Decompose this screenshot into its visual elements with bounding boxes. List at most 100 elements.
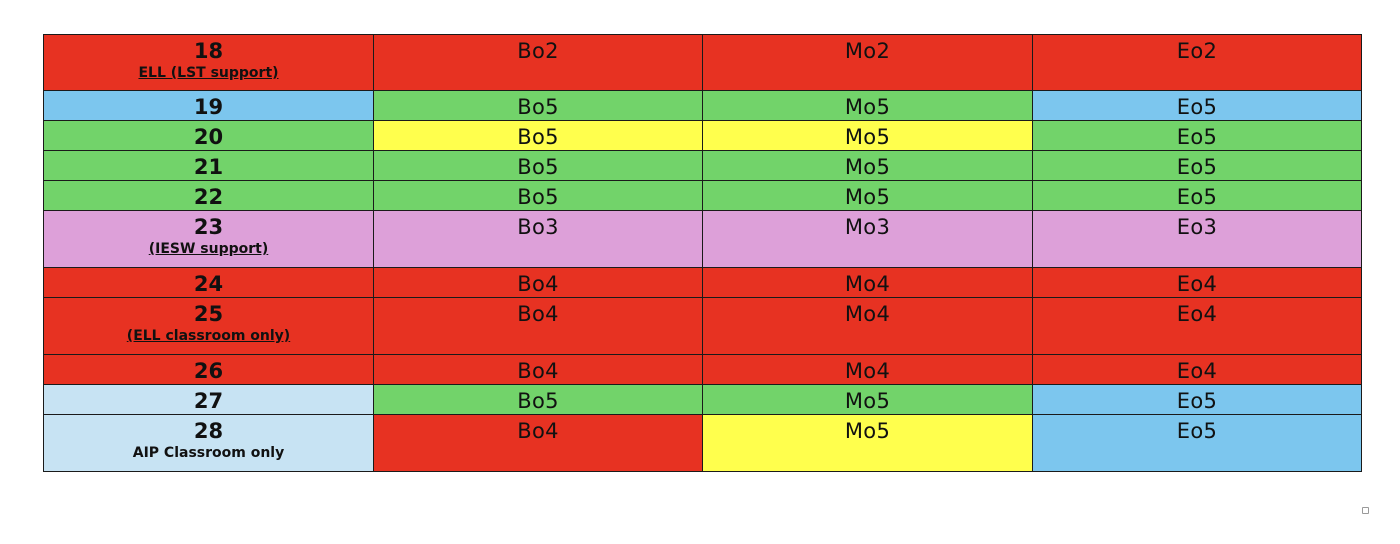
table-row: 22 Bo5 Mo5 Eo5 bbox=[43, 180, 1362, 211]
row-number: 25 bbox=[193, 302, 224, 326]
row-number: 20 bbox=[193, 125, 224, 149]
b-cell: Bo5 bbox=[373, 120, 703, 151]
m-value: Mo5 bbox=[844, 125, 891, 149]
row-label-cell: 28 AIP Classroom only bbox=[43, 414, 374, 472]
b-value: Bo4 bbox=[517, 302, 559, 326]
b-cell: Bo5 bbox=[373, 150, 703, 181]
e-cell: Eo5 bbox=[1032, 150, 1362, 181]
row-number: 24 bbox=[193, 272, 224, 296]
b-value: Bo4 bbox=[517, 419, 559, 443]
row-label-cell: 25 (ELL classroom only) bbox=[43, 297, 374, 355]
b-cell: Bo4 bbox=[373, 414, 703, 472]
table-row: 20 Bo5 Mo5 Eo5 bbox=[43, 120, 1362, 151]
b-cell: Bo4 bbox=[373, 354, 703, 385]
m-cell: Mo4 bbox=[702, 354, 1033, 385]
e-cell: Eo5 bbox=[1032, 180, 1362, 211]
row-number: 28 bbox=[193, 419, 224, 443]
m-cell: Mo5 bbox=[702, 384, 1033, 415]
e-cell: Eo5 bbox=[1032, 414, 1362, 472]
m-cell: Mo5 bbox=[702, 120, 1033, 151]
e-value: Eo3 bbox=[1176, 215, 1218, 239]
table-row: 24 Bo4 Mo4 Eo4 bbox=[43, 267, 1362, 298]
m-value: Mo5 bbox=[844, 419, 891, 443]
e-cell: Eo4 bbox=[1032, 267, 1362, 298]
e-value: Eo5 bbox=[1176, 155, 1218, 179]
m-cell: Mo5 bbox=[702, 90, 1033, 121]
m-cell: Mo4 bbox=[702, 267, 1033, 298]
m-value: Mo5 bbox=[844, 389, 891, 413]
table-row: 19 Bo5 Mo5 Eo5 bbox=[43, 90, 1362, 121]
e-value: Eo4 bbox=[1176, 359, 1218, 383]
e-cell: Eo2 bbox=[1032, 34, 1362, 91]
row-note: (ELL classroom only) bbox=[126, 328, 291, 344]
row-label-cell: 19 bbox=[43, 90, 374, 121]
m-value: Mo5 bbox=[844, 95, 891, 119]
e-value: Eo4 bbox=[1176, 272, 1218, 296]
e-value: Eo5 bbox=[1176, 125, 1218, 149]
b-cell: Bo5 bbox=[373, 90, 703, 121]
m-cell: Mo3 bbox=[702, 210, 1033, 268]
e-value: Eo5 bbox=[1176, 185, 1218, 209]
m-value: Mo5 bbox=[844, 155, 891, 179]
row-label-cell: 23 (IESW support) bbox=[43, 210, 374, 268]
table-row: 27 Bo5 Mo5 Eo5 bbox=[43, 384, 1362, 415]
table-row: 26 Bo4 Mo4 Eo4 bbox=[43, 354, 1362, 385]
row-number: 23 bbox=[193, 215, 224, 239]
row-number: 27 bbox=[193, 389, 224, 413]
m-value: Mo4 bbox=[844, 302, 891, 326]
table-resize-handle[interactable] bbox=[1362, 507, 1369, 514]
b-value: Bo5 bbox=[517, 185, 559, 209]
e-value: Eo5 bbox=[1176, 419, 1218, 443]
m-value: Mo3 bbox=[844, 215, 891, 239]
b-value: Bo4 bbox=[517, 359, 559, 383]
e-cell: Eo4 bbox=[1032, 297, 1362, 355]
row-label-cell: 26 bbox=[43, 354, 374, 385]
schedule-table: 18 ELL (LST support) Bo2 Mo2 Eo2 19 Bo5 … bbox=[43, 34, 1362, 472]
m-cell: Mo4 bbox=[702, 297, 1033, 355]
e-cell: Eo5 bbox=[1032, 384, 1362, 415]
b-cell: Bo5 bbox=[373, 180, 703, 211]
e-cell: Eo4 bbox=[1032, 354, 1362, 385]
b-cell: Bo3 bbox=[373, 210, 703, 268]
m-value: Mo4 bbox=[844, 272, 891, 296]
e-cell: Eo5 bbox=[1032, 90, 1362, 121]
row-note: (IESW support) bbox=[148, 241, 269, 257]
row-number: 19 bbox=[193, 95, 224, 119]
row-label-cell: 21 bbox=[43, 150, 374, 181]
table-row: 28 AIP Classroom only Bo4 Mo5 Eo5 bbox=[43, 414, 1362, 472]
b-value: Bo2 bbox=[517, 39, 559, 63]
b-cell: Bo5 bbox=[373, 384, 703, 415]
row-number: 26 bbox=[193, 359, 224, 383]
table-row: 23 (IESW support) Bo3 Mo3 Eo3 bbox=[43, 210, 1362, 268]
m-value: Mo5 bbox=[844, 185, 891, 209]
b-value: Bo5 bbox=[517, 95, 559, 119]
table-row: 21 Bo5 Mo5 Eo5 bbox=[43, 150, 1362, 181]
row-label-cell: 22 bbox=[43, 180, 374, 211]
b-value: Bo3 bbox=[517, 215, 559, 239]
b-value: Bo5 bbox=[517, 125, 559, 149]
row-note: ELL (LST support) bbox=[138, 65, 279, 81]
b-value: Bo5 bbox=[517, 389, 559, 413]
schedule-table-body: 18 ELL (LST support) Bo2 Mo2 Eo2 19 Bo5 … bbox=[43, 34, 1362, 472]
row-note: AIP Classroom only bbox=[132, 445, 285, 461]
m-value: Mo4 bbox=[844, 359, 891, 383]
e-value: Eo5 bbox=[1176, 95, 1218, 119]
b-value: Bo4 bbox=[517, 272, 559, 296]
row-label-cell: 20 bbox=[43, 120, 374, 151]
m-cell: Mo5 bbox=[702, 150, 1033, 181]
table-row: 25 (ELL classroom only) Bo4 Mo4 Eo4 bbox=[43, 297, 1362, 355]
b-value: Bo5 bbox=[517, 155, 559, 179]
b-cell: Bo4 bbox=[373, 267, 703, 298]
b-cell: Bo4 bbox=[373, 297, 703, 355]
row-label-cell: 18 ELL (LST support) bbox=[43, 34, 374, 91]
table-row: 18 ELL (LST support) Bo2 Mo2 Eo2 bbox=[43, 34, 1362, 91]
row-label-cell: 27 bbox=[43, 384, 374, 415]
e-value: Eo2 bbox=[1176, 39, 1218, 63]
m-cell: Mo5 bbox=[702, 414, 1033, 472]
e-cell: Eo3 bbox=[1032, 210, 1362, 268]
m-cell: Mo2 bbox=[702, 34, 1033, 91]
b-cell: Bo2 bbox=[373, 34, 703, 91]
e-cell: Eo5 bbox=[1032, 120, 1362, 151]
row-number: 18 bbox=[193, 39, 224, 63]
m-value: Mo2 bbox=[844, 39, 891, 63]
